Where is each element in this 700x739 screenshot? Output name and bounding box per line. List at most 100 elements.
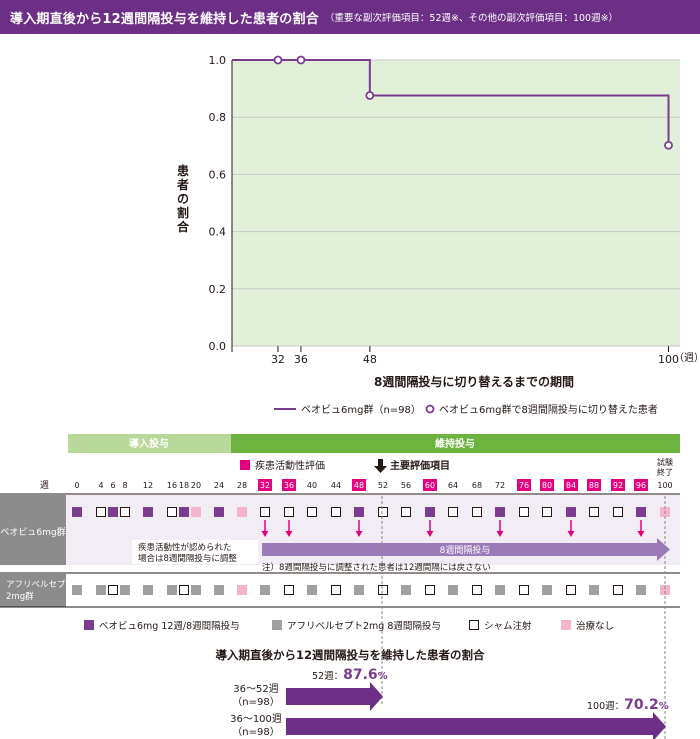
sham-injection-box	[260, 507, 270, 517]
x-tick-label: 48	[363, 353, 377, 366]
no-treatment-box	[237, 507, 247, 517]
page-title: 導入期直後から12週間隔投与を維持した患者の割合	[10, 11, 319, 27]
week-tick-label: 52	[378, 481, 388, 490]
aflibercept-injection-box	[354, 585, 364, 595]
group2-label-2: 2mg群	[6, 591, 34, 602]
no-treatment-box	[660, 585, 670, 595]
beovu-injection-box	[179, 507, 189, 517]
assessment-swatch	[240, 460, 250, 470]
sham-injection-box	[589, 507, 599, 517]
data-point	[273, 55, 283, 65]
aflibercept-injection-box	[636, 585, 646, 595]
sham-injection-box	[284, 585, 294, 595]
assessment-week-marker	[423, 479, 437, 491]
assessment-arrow-head	[426, 531, 434, 537]
aflibercept-injection-box	[260, 585, 270, 595]
aflibercept-injection-box	[167, 585, 177, 595]
no-treatment-box	[191, 507, 201, 517]
group1-label: ベオビュ6mg群	[0, 526, 65, 538]
sham-injection-box	[378, 507, 388, 517]
week-tick-label: 8	[122, 481, 127, 490]
end-label-1: 試験	[657, 457, 673, 467]
week-tick-label: 64	[448, 481, 458, 490]
legend-beovu-label: ベオビュ6mg 12週/8週間隔投与	[99, 620, 240, 632]
sham-injection-box	[472, 507, 482, 517]
assessment-arrow-head	[261, 531, 269, 537]
aflibercept-injection-box	[214, 585, 224, 595]
plot-area	[232, 60, 680, 346]
note-box	[132, 540, 258, 564]
assessment-week-marker	[282, 479, 296, 491]
week-tick-label: 92	[613, 481, 623, 490]
sham-injection-box	[167, 507, 177, 517]
sham-injection-box	[401, 507, 411, 517]
beovu-injection-box	[425, 507, 435, 517]
legend-aflib-label: アフリベルセプト2mg 8週間隔投与	[287, 620, 441, 632]
x-tick-labels: 32 36 48 100	[271, 346, 679, 366]
aflibercept-injection-box	[96, 585, 106, 595]
no-treatment-box	[237, 585, 247, 595]
sham-injection-box	[425, 585, 435, 595]
aflibercept-injection-box	[448, 585, 458, 595]
y-tick-label: 1.0	[209, 54, 227, 67]
week-tick-label: 68	[472, 481, 482, 490]
assessment-week-marker	[517, 479, 531, 491]
phase-maintenance-label: 維持投与	[435, 437, 475, 450]
beovu-injection-box	[354, 507, 364, 517]
week-tick-label: 100	[657, 481, 672, 490]
interval-8week-label: 8週間隔投与	[440, 544, 491, 556]
week-tick-label: 16	[167, 481, 177, 490]
week-tick-label: 4	[98, 481, 103, 490]
sham-injection-box	[331, 507, 341, 517]
aflibercept-injection-box	[72, 585, 82, 595]
data-point	[296, 55, 306, 65]
beovu-injection-box	[636, 507, 646, 517]
legend-marker-label: ベオビュ6mg群で8週間隔投与に切り替えた患者	[439, 403, 658, 416]
row2-prefix: 100週：70.2%	[587, 697, 669, 713]
sham-injection-box	[307, 507, 317, 517]
sham-injection-box	[472, 585, 482, 595]
assessment-arrow-head	[637, 531, 645, 537]
week-tick-label: 56	[401, 481, 411, 490]
x-tick-label: 100	[658, 353, 679, 366]
y-tick-labels: 0.0 0.2 0.4 0.6 0.8 1.0	[209, 54, 227, 353]
sham-injection-box	[448, 507, 458, 517]
primary-endpoint-label: 主要評価項目	[390, 459, 450, 472]
week-tick-label: 0	[74, 481, 79, 490]
assessment-arrow-head	[285, 531, 293, 537]
assessment-week-marker	[587, 479, 601, 491]
footnote: 注）8週間隔投与に調整された患者は12週間隔には戻さない	[262, 562, 491, 573]
note-line-1: 疾患活動性が認められた	[138, 542, 232, 553]
summary-section: 導入期直後から12週間隔投与を維持した患者の割合 36～52週 （n=98） 5…	[215, 496, 669, 739]
sham-injection-box	[566, 585, 576, 595]
data-point	[664, 140, 673, 150]
row2-label: 36～100週	[230, 713, 282, 725]
week-tick-label: 84	[566, 481, 576, 490]
week-tick-label: 32	[260, 481, 270, 490]
sham-injection-box	[519, 507, 529, 517]
sham-injection-box	[284, 507, 294, 517]
row2-bar	[286, 712, 666, 739]
sham-injection-box	[378, 585, 388, 595]
beovu-injection-box	[214, 507, 224, 517]
week-tick-label: 28	[237, 481, 247, 490]
aflibercept-injection-box	[401, 585, 411, 595]
sham-injection-box	[519, 585, 529, 595]
row2-n: （n=98）	[232, 726, 279, 738]
assessment-arrow-head	[496, 531, 504, 537]
assessment-week-marker	[258, 479, 272, 491]
y-tick-label: 0.4	[209, 226, 227, 239]
assessment-arrow-head	[355, 531, 363, 537]
week-tick-label: 12	[143, 481, 153, 490]
assessment-week-marker	[564, 479, 578, 491]
x-tick-label: 36	[294, 353, 308, 366]
sham-injection-box	[120, 507, 130, 517]
end-label-2: 終了	[657, 467, 673, 477]
legend-marker-swatch	[425, 404, 435, 414]
assessment-label: 疾患活動性評価	[255, 459, 325, 472]
sham-injection-box	[179, 585, 189, 595]
assessment-week-marker	[634, 479, 648, 491]
legend-sham-swatch	[469, 620, 479, 630]
week-tick-label: 24	[214, 481, 224, 490]
aflibercept-injection-box	[542, 585, 552, 595]
